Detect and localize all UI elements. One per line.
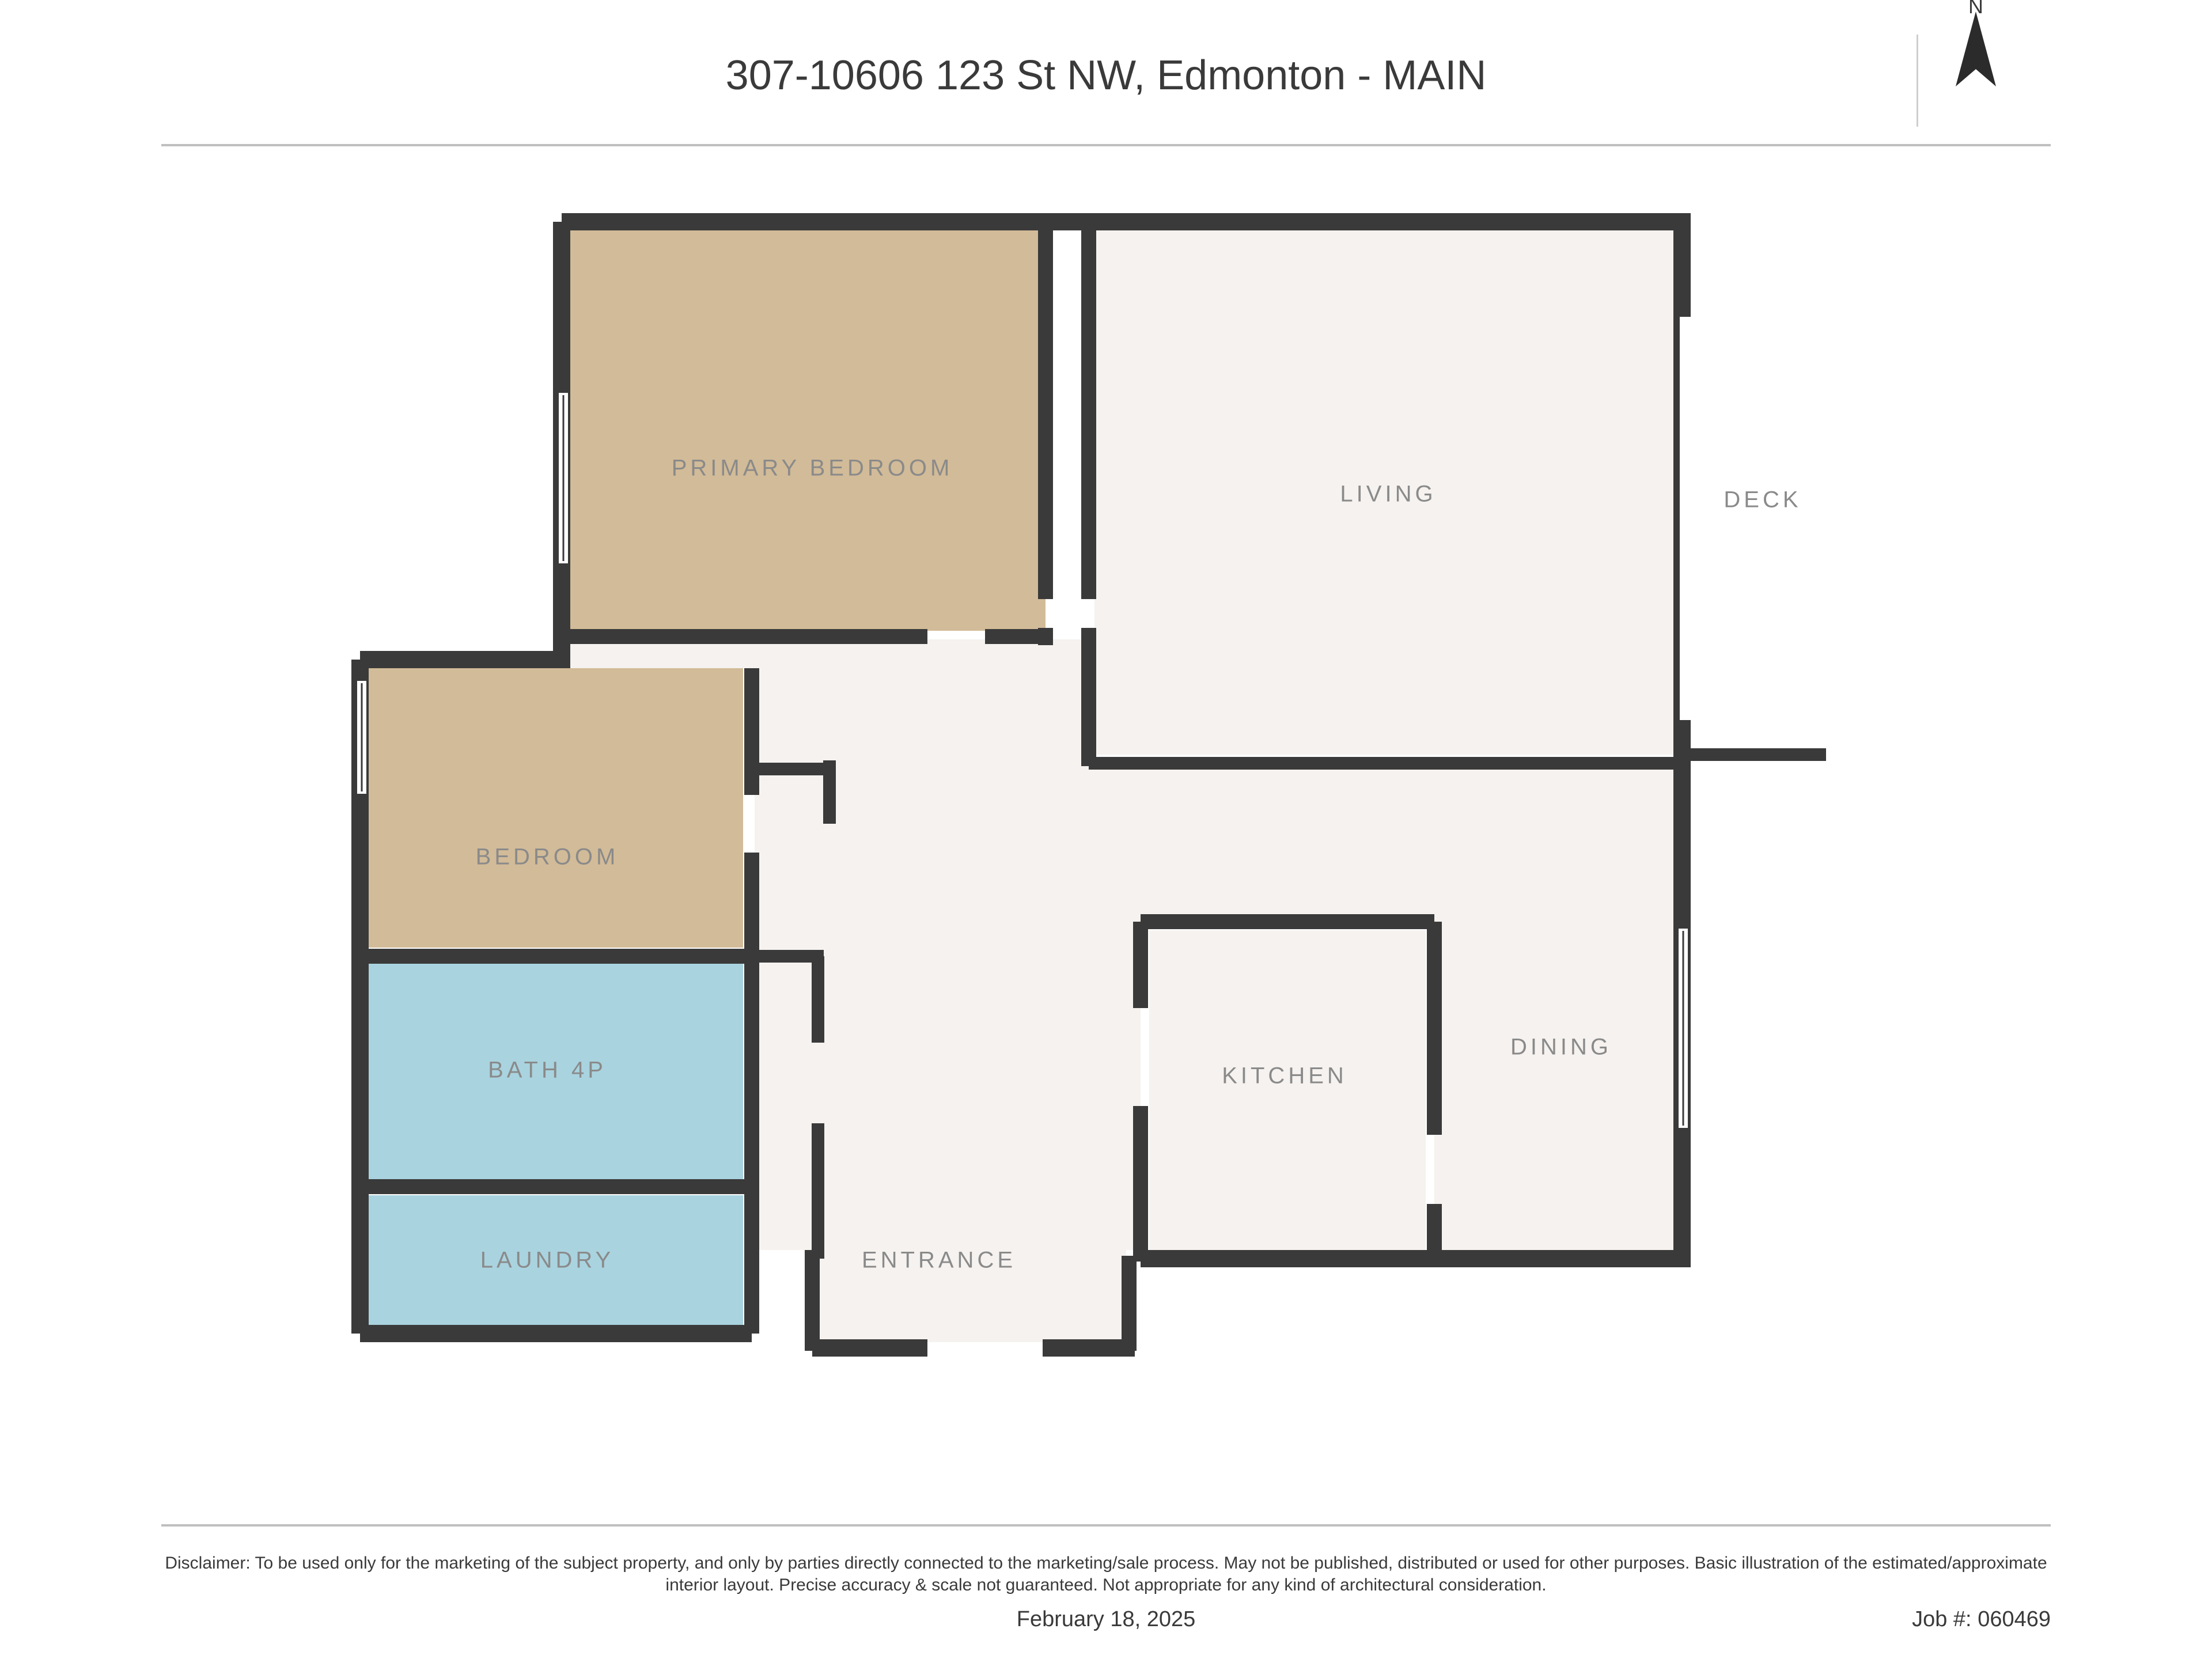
room-label-living: LIVING: [1340, 482, 1436, 507]
header: 307-10606 123 St NW, Edmonton - MAIN: [0, 35, 2212, 127]
footer-rule: [161, 1524, 2051, 1527]
disclaimer-text: To be used only for the marketing of the…: [255, 1554, 2047, 1594]
floor-plan-svg: PRIMARY BEDROOM LIVING DECK BEDROOM KITCHEN D…: [351, 213, 1843, 1411]
room-label-primary_bedroom: PRIMARY BEDROOM: [672, 456, 953, 481]
room-label-kitchen: KITCHEN: [1222, 1063, 1347, 1089]
header-rule: [161, 144, 2051, 146]
room-label-entrance: ENTRANCE: [862, 1248, 1016, 1273]
room-label-dining: DINING: [1510, 1035, 1612, 1060]
page: 307-10606 123 St NW, Edmonton - MAIN N P…: [0, 0, 2212, 1659]
page-title: 307-10606 123 St NW, Edmonton - MAIN: [0, 52, 2212, 99]
room-label-bath: BATH 4P: [488, 1058, 607, 1083]
room-dining: [1443, 769, 1682, 1250]
opening: [1680, 317, 1696, 720]
compass: N: [1936, 0, 2016, 104]
footer-date: February 18, 2025: [161, 1607, 2051, 1632]
room-bedroom: [369, 668, 743, 948]
room-kitchen: [1149, 930, 1426, 1250]
disclaimer-label: Disclaimer:: [165, 1554, 250, 1573]
job-number: 060469: [1978, 1607, 2051, 1631]
footer-disclaimer: Disclaimer: To be used only for the mark…: [161, 1552, 2051, 1596]
footer-job: Job #: 060469: [1912, 1607, 2051, 1632]
room-label-deck: DECK: [1724, 487, 1801, 513]
job-label: Job #:: [1912, 1607, 1972, 1631]
compass-divider: [1916, 35, 1918, 127]
floor-plan: PRIMARY BEDROOM LIVING DECK BEDROOM KITCHEN D…: [351, 213, 1843, 1411]
compass-north-label: N: [1936, 0, 2016, 18]
room-label-laundry: LAUNDRY: [480, 1248, 614, 1273]
room-primary_bedroom: [570, 230, 1046, 631]
footer-meta: February 18, 2025 Job #: 060469: [161, 1607, 2051, 1636]
room-label-bedroom: BEDROOM: [476, 844, 619, 870]
